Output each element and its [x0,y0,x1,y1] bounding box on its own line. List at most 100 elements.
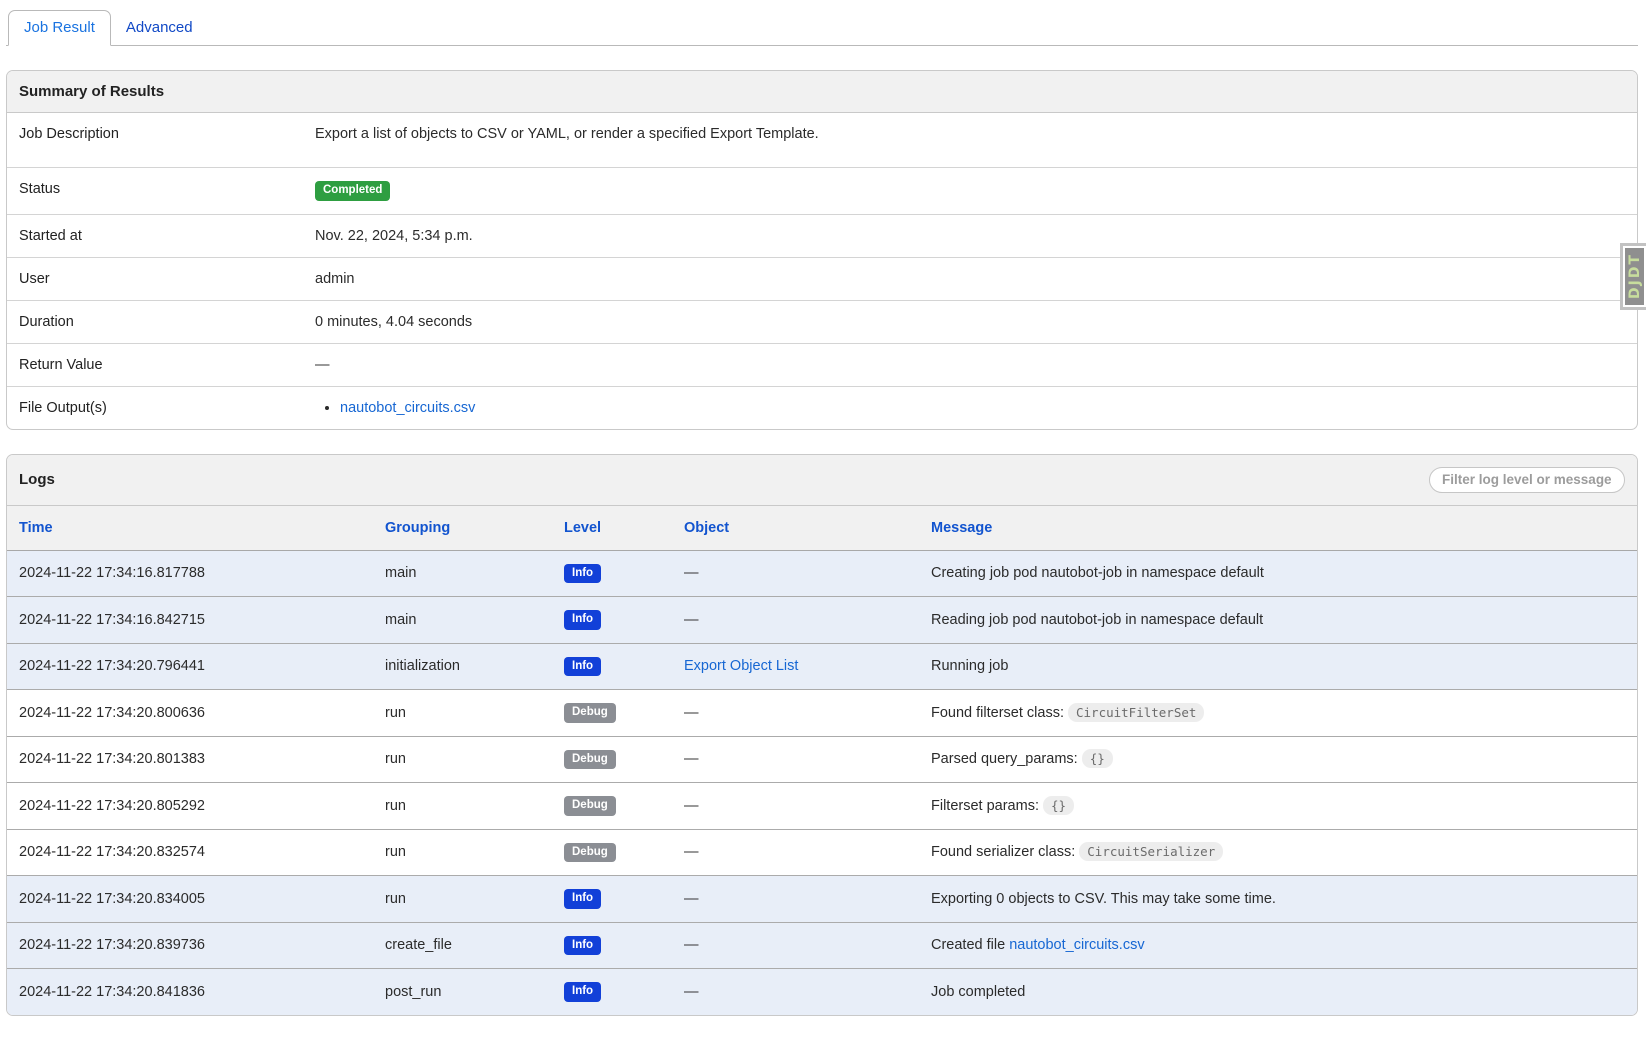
sort-message-link[interactable]: Message [931,519,993,536]
log-row: 2024-11-22 17:34:20.832574 run Debug — Found… [7,829,1637,876]
log-row: 2024-11-22 17:34:20.801383 run Debug — Parse… [7,736,1637,783]
log-level-badge: Info [564,563,602,583]
log-object: — [672,829,919,876]
file-output-list: nautobot_circuits.csv [315,400,1625,416]
log-level: Debug [552,690,672,737]
summary-row-label: User [7,256,303,300]
summary-row: Return Value — [7,342,1637,386]
log-level-badge: Info [564,935,602,955]
log-object: Export Object List [672,643,919,690]
log-row: 2024-11-22 17:34:16.842715 main Info — Readi… [7,596,1637,644]
log-time: 2024-11-22 17:34:20.796441 [19,658,205,675]
log-time: 2024-11-22 17:34:16.817788 [19,565,205,582]
log-time: 2024-11-22 17:34:20.801383 [19,751,205,768]
log-level-badge: Debug [564,749,616,769]
summary-panel-header: Summary of Results [7,71,1637,113]
empty-dash: — [684,937,699,954]
log-object: — [672,597,919,644]
summary-row-label: File Output(s) [7,385,303,429]
log-message: Parsed query_params: {} [919,736,1637,783]
file-output-link[interactable]: nautobot_circuits.csv [340,399,476,416]
logs-table: Time Grouping Level Object Message 2024-… [7,505,1637,1015]
sort-time-link[interactable]: Time [19,519,53,536]
log-grouping: main [385,611,417,628]
log-level-badge: Debug [564,703,616,723]
log-time: 2024-11-22 17:34:16.842715 [19,611,205,628]
log-level: Info [552,876,672,923]
summary-row-label: Duration [7,299,303,343]
code-chip: CircuitSerializer [1079,842,1224,862]
sort-level-link[interactable]: Level [564,519,602,536]
log-time: 2024-11-22 17:34:20.832574 [19,844,205,861]
log-level: Info [552,969,672,1015]
log-time: 2024-11-22 17:34:20.839736 [19,937,205,954]
logs-panel-header: Logs [7,454,1637,506]
djdt-toolbar-handle-label: DJDT [1626,253,1643,300]
summary-row-value: Nov. 22, 2024, 5:34 p.m. [303,213,1637,257]
code-chip: {} [1081,749,1113,769]
log-message: Found filterset class: CircuitFilterSet [919,690,1637,737]
djdt-toolbar-handle[interactable]: DJDT [1620,243,1646,310]
sort-object-link[interactable]: Object [684,519,730,536]
tab-advanced[interactable]: Advanced [125,19,193,36]
empty-dash: — [684,611,699,628]
log-object-link[interactable]: Export Object List [684,658,799,675]
log-object: — [672,969,919,1015]
empty-dash: — [684,797,699,814]
log-message: Reading job pod nautobot-job in namespac… [931,611,1264,628]
empty-dash: — [684,983,699,1000]
log-object: — [672,690,919,737]
empty-dash: — [684,565,699,582]
summary-row-value: Export a list of objects to CSV or YAML,… [315,126,819,142]
summary-row-value: Completed [303,167,1637,214]
logs-table-body: 2024-11-22 17:34:16.817788 main Info — Creat… [7,550,1637,1015]
log-grouping: initialization [385,658,460,675]
summary-table-body: Job Description Export a list of objects … [7,113,1637,429]
log-message: Filterset params: {} [919,783,1637,830]
empty-dash: — [315,356,330,373]
empty-dash: — [684,751,699,768]
message-link[interactable]: nautobot_circuits.csv [1009,937,1145,954]
summary-row-label: Status [7,167,303,214]
log-grouping: run [385,704,406,721]
sort-grouping-link[interactable]: Grouping [385,519,451,536]
summary-row-value: 0 minutes, 4.04 seconds [303,299,1637,343]
log-grouping: main [385,565,417,582]
log-message: Created file nautobot_circuits.csv [931,937,1145,954]
summary-row-value: — [303,342,1637,386]
log-level-badge: Info [564,656,602,676]
status-badge: Completed [315,181,391,201]
summary-panel-title: Summary of Results [19,83,165,100]
log-message: Creating job pod nautobot-job in namespa… [931,565,1264,582]
log-level: Info [552,550,672,597]
summary-row: Job Description Export a list of objects … [7,113,1637,168]
log-grouping: post_run [385,983,442,1000]
page: Job Result Advanced Summary of Results J… [0,0,1646,1016]
log-level-badge: Info [564,889,602,909]
summary-row: Started at Nov. 22, 2024, 5:34 p.m. [7,213,1637,257]
log-row: 2024-11-22 17:34:20.796441 initialization… [7,643,1637,690]
logs-panel-title: Logs [19,471,55,488]
log-level-badge: Info [564,610,602,630]
log-level: Info [552,922,672,969]
log-filter-input[interactable] [1429,466,1625,493]
log-object: — [672,550,919,597]
log-time: 2024-11-22 17:34:20.800636 [19,704,205,721]
log-grouping: run [385,844,406,861]
log-grouping: run [385,751,406,768]
summary-row-label: Job Description [19,126,119,142]
summary-panel: Summary of Results Job Description Export… [6,70,1638,430]
log-level: Debug [552,783,672,830]
log-grouping: create_file [385,937,452,954]
log-time: 2024-11-22 17:34:20.834005 [19,890,205,907]
log-level: Debug [552,736,672,783]
empty-dash: — [684,704,699,721]
summary-table: Job Description Export a list of objects … [7,113,1637,429]
log-message: Job completed [931,983,1026,1000]
log-level: Info [552,643,672,690]
log-time: 2024-11-22 17:34:20.841836 [19,983,205,1000]
tab-job-result[interactable]: Job Result [8,10,111,46]
log-time: 2024-11-22 17:34:20.805292 [19,797,205,814]
log-level: Info [552,597,672,644]
empty-dash: — [684,844,699,861]
